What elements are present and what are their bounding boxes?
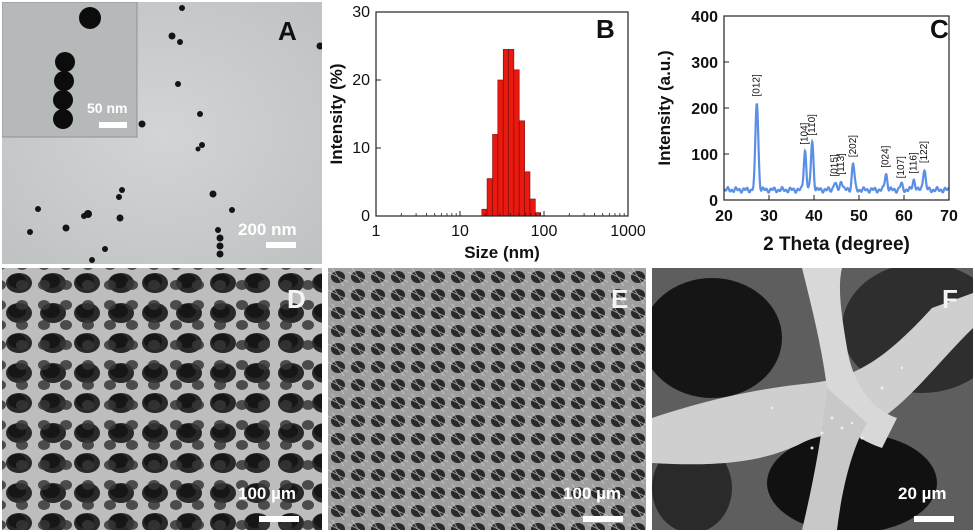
x-tick-label-3: 50 — [850, 208, 868, 225]
x-tick-label-2: 100 — [531, 223, 558, 240]
panel-b-size-distribution: 1 10 100 1000 0 10 20 30 Size (nm) Intensity (%) … — [326, 0, 652, 266]
histogram-bar-1 — [486, 178, 493, 217]
panel-label-a: A — [278, 16, 297, 46]
main-scale-text: 200 nm — [238, 220, 297, 239]
x-tick-label-4: 60 — [895, 208, 913, 225]
xrd-pattern-line — [723, 103, 950, 194]
x-tick-label-1: 30 — [760, 208, 778, 225]
y-tick-label-3: 30 — [352, 4, 370, 21]
inset-scale-bar — [99, 122, 127, 128]
x-tick-label-0: 1 — [372, 223, 381, 240]
histogram-bar-4 — [502, 49, 509, 217]
y-tick-label-1: 10 — [352, 140, 370, 157]
peak-label-2: [110] — [807, 114, 818, 136]
xrd-chart: [012] [104][110] [015][113][202] [024] [107]… — [655, 9, 958, 255]
scale-bar-d — [259, 516, 299, 522]
panel-label-e: E — [611, 284, 629, 314]
peak-label-3: [015] — [829, 154, 840, 176]
panel-d-sem-image: D 100 µm — [2, 268, 322, 530]
main-scale-bar — [266, 242, 296, 248]
y-tick-label-4: 400 — [691, 9, 718, 26]
y-tick-label-3: 300 — [691, 55, 718, 72]
panel-label-d: D — [287, 284, 306, 314]
x-tick-label-5: 70 — [940, 208, 958, 225]
y-tick-label-1: 100 — [691, 147, 718, 164]
scale-text-d: 100 µm — [238, 484, 296, 503]
peak-label-0: [012] — [751, 74, 762, 96]
peak-label-1: [104] — [800, 122, 811, 144]
y-axis-label: Intensity (a.u.) — [655, 50, 674, 165]
peak-label-6: [024] — [881, 145, 892, 167]
panel-a-tem-image: A 50 nm 200 nm — [2, 2, 322, 264]
sem-micrograph-e — [328, 268, 646, 530]
panel-label-c: C — [930, 14, 949, 44]
tem-micrograph — [2, 2, 322, 264]
histogram-bar-6 — [513, 69, 520, 217]
nanoparticles — [27, 5, 322, 263]
x-axis-label: 2 Theta (degree) — [763, 234, 910, 255]
panel-f-sem-image: F 20 µm — [652, 268, 973, 530]
histogram-bar-0 — [481, 208, 488, 217]
scale-text-e: 100 µm — [563, 484, 621, 503]
histogram-bar-8 — [524, 171, 531, 217]
panel-e-sem-image: E 100 µm — [328, 268, 646, 530]
peak-label-7: [107] — [896, 156, 907, 178]
x-tick-label-1: 10 — [451, 223, 469, 240]
peak-label-8: [116] — [909, 152, 920, 174]
scale-text-f: 20 µm — [898, 484, 947, 503]
x-tick-label-2: 40 — [805, 208, 823, 225]
sem-micrograph-d — [2, 268, 322, 530]
y-tick-label-2: 20 — [352, 72, 370, 89]
peak-label-4: [113] — [836, 153, 847, 175]
plot-frame — [375, 11, 629, 217]
x-tick-label-3: 1000 — [610, 223, 646, 240]
peak-label-5: [202] — [848, 135, 859, 157]
y-tick-label-2: 200 — [691, 101, 718, 118]
histogram-bar-2 — [492, 134, 499, 217]
histogram-bar-5 — [508, 49, 515, 217]
scale-bar-e — [583, 516, 623, 522]
y-axis-label: Intensity (%) — [327, 63, 346, 164]
histogram-bar-7 — [518, 120, 525, 217]
panel-label-b: B — [596, 14, 615, 44]
y-tick-label-0: 0 — [361, 208, 370, 225]
sem-micrograph-f — [652, 268, 973, 530]
peak-label-9: [122] — [919, 141, 930, 163]
panel-c-xrd-pattern: [012] [104] [110] [015] [113] [202] [024] [107]… — [654, 0, 975, 266]
x-axis-label: Size (nm) — [464, 243, 540, 262]
x-tick-label-0: 20 — [715, 208, 733, 225]
inset-scale-text: 50 nm — [87, 100, 128, 116]
panel-label-f: F — [942, 284, 958, 314]
y-tick-label-0: 0 — [709, 193, 718, 210]
size-distribution-chart: 1 10 100 1000 0 10 20 30 Size (nm) Intensity (%) — [327, 4, 646, 262]
scale-bar-f — [914, 516, 954, 522]
histogram-bar-3 — [497, 79, 504, 217]
